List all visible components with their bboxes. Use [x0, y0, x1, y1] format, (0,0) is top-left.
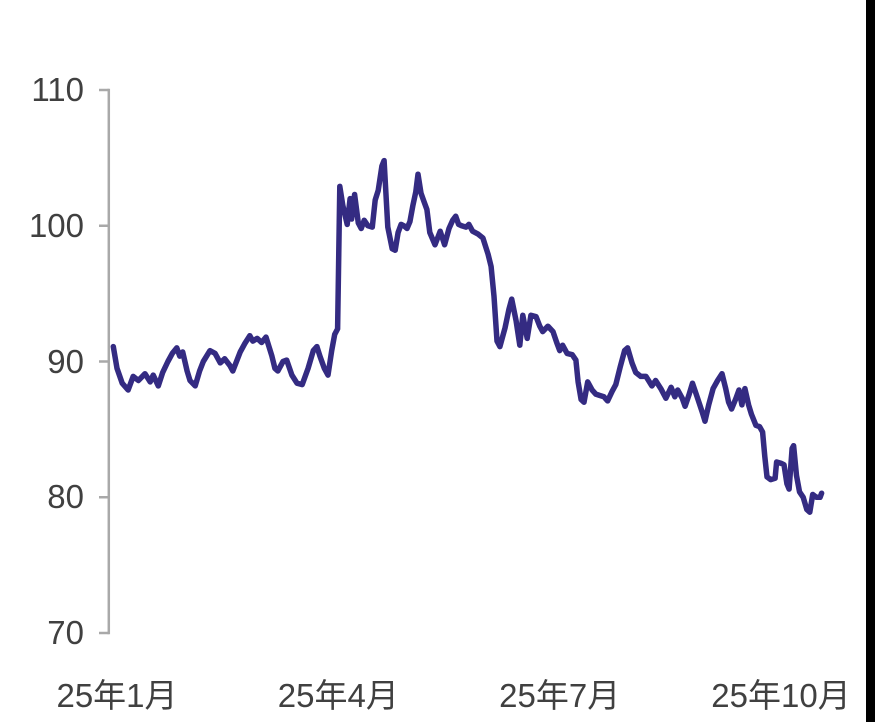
- y-axis-label: 100: [28, 206, 84, 244]
- series-line: [110, 157, 825, 515]
- y-axis-ticks: [99, 88, 109, 635]
- y-axis-label: 80: [47, 478, 84, 516]
- x-axis-label: 25年10月: [711, 677, 851, 714]
- y-axis-label: 90: [47, 342, 84, 380]
- right-edge-black-bar: [866, 0, 875, 722]
- y-axis-label: 110: [31, 71, 84, 108]
- y-axis-label: 70: [47, 614, 84, 651]
- x-axis-label: 25年7月: [499, 677, 621, 714]
- x-axis-label: 25年1月: [56, 677, 178, 714]
- x-axis-label: 25年4月: [277, 677, 399, 714]
